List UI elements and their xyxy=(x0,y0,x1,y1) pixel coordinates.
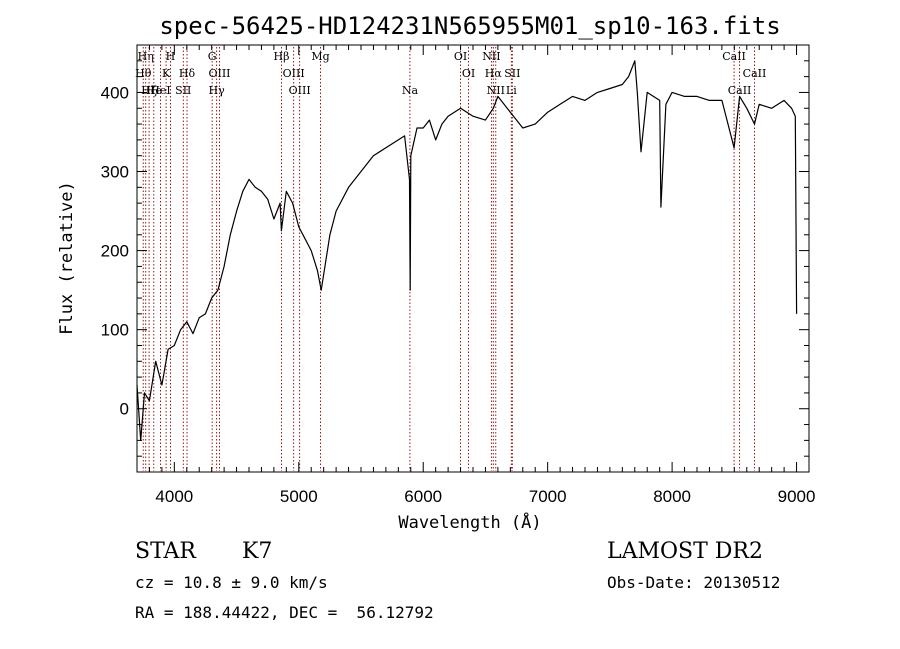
line-marker-label: HeI xyxy=(150,84,170,97)
line-marker-label: CaII xyxy=(722,50,746,63)
x-tick-label: 5000 xyxy=(280,487,318,506)
line-marker-label: He xyxy=(146,84,162,97)
y-tick-label: 100 xyxy=(101,321,129,340)
y-axis-label: Flux (relative) xyxy=(57,181,77,335)
spectrum-series xyxy=(136,60,798,441)
coordinates-readout: RA = 188.44422, DEC = 56.12792 xyxy=(135,603,434,622)
line-marker-label: Hζ xyxy=(141,84,157,97)
x-tick-label: 8000 xyxy=(653,487,691,506)
y-tick-label: 200 xyxy=(101,242,129,261)
y-tick-label: 300 xyxy=(101,163,129,182)
chart-title: spec-56425-HD124231N565955M01_sp10-163.f… xyxy=(159,12,780,40)
line-marker-label: Hα xyxy=(485,67,503,80)
line-marker-label: H xyxy=(166,50,176,63)
line-marker-label: Hβ xyxy=(274,50,290,63)
line-marker-label: OIII xyxy=(208,67,230,80)
object-subclass: K7 xyxy=(242,539,273,564)
axis-ticks: 4000 5000 6000 7000 8000 9000 0 100 200 300 400 xyxy=(101,45,816,506)
x-axis-label: Wavelength (Å) xyxy=(398,511,541,533)
object-class: STAR xyxy=(135,539,196,564)
line-marker-label: CaII xyxy=(728,84,752,97)
line-marker-label: Mg xyxy=(311,50,329,63)
observation-date: Obs-Date: 20130512 xyxy=(607,573,781,592)
y-tick-label: 400 xyxy=(101,83,129,102)
line-markers: HθHηHζHeHeIKHSIIHδGHγOIIIHβOIIIOIIIMgNaO… xyxy=(135,47,766,471)
line-marker-label: SII xyxy=(504,67,520,80)
x-tick-label: 9000 xyxy=(778,487,816,506)
line-marker-label: Hδ xyxy=(179,67,196,80)
line-marker-label: OI xyxy=(462,67,475,80)
line-marker-label: CaII xyxy=(743,67,767,80)
x-tick-label: 7000 xyxy=(529,487,567,506)
line-marker-label: NII xyxy=(487,84,505,97)
line-marker-label: Hγ xyxy=(209,84,226,97)
line-marker-label: G xyxy=(208,50,217,63)
spectrum-line xyxy=(136,60,798,441)
line-marker-label: OI xyxy=(454,50,467,63)
x-tick-label: 6000 xyxy=(404,487,442,506)
line-marker-label: Li xyxy=(506,84,517,97)
line-marker-label: K xyxy=(162,67,171,80)
line-marker-label: Hη xyxy=(138,50,154,63)
plot-frame xyxy=(136,44,810,473)
line-marker-label: OIII xyxy=(283,67,305,80)
line-marker-label: NII xyxy=(482,50,500,63)
line-marker-label: OIII xyxy=(289,84,311,97)
line-marker-label: Na xyxy=(402,84,419,97)
redshift-readout: cz = 10.8 ± 9.0 km/s xyxy=(135,573,328,592)
survey-name: LAMOST DR2 xyxy=(607,539,763,564)
x-tick-label: 4000 xyxy=(155,487,193,506)
y-tick-label: 0 xyxy=(120,400,129,419)
line-marker-label: SII xyxy=(175,84,191,97)
